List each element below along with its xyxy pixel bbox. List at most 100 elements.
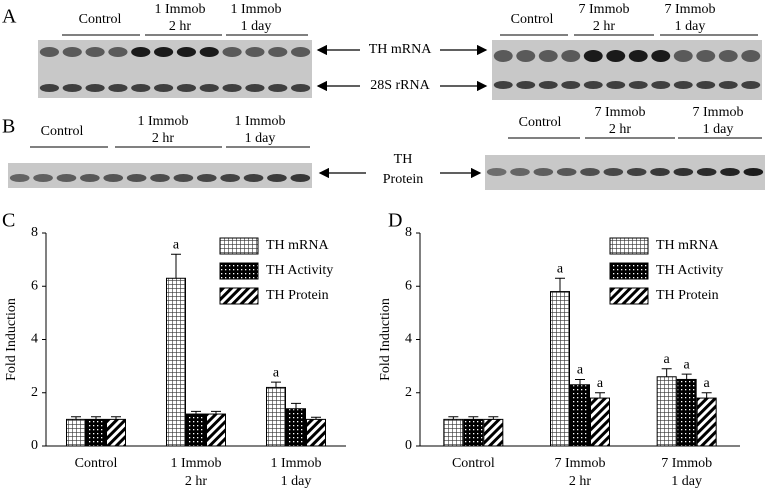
blot-band <box>9 174 30 182</box>
group-label: 2 hr <box>152 131 175 146</box>
blot-band <box>268 84 288 92</box>
y-tick-label: 8 <box>405 225 412 240</box>
blot <box>485 155 765 190</box>
error-bar <box>448 416 459 420</box>
group-label: 1 Immob <box>138 114 189 129</box>
bar <box>306 418 326 447</box>
group-label: Control <box>511 12 554 27</box>
x-tick-label: Control <box>75 456 118 471</box>
blot-band <box>606 50 626 62</box>
group-label: 1 day <box>245 131 276 146</box>
blot-band <box>176 47 197 57</box>
group-label: 1 day <box>675 19 706 34</box>
blot-band <box>62 47 82 57</box>
panel-letter: A <box>2 6 17 28</box>
error-bar <box>171 253 181 279</box>
x-tick-label: 7 Immob <box>555 456 606 471</box>
blot-band <box>628 81 648 89</box>
blot-band <box>220 174 240 182</box>
panel-letter: C <box>2 210 15 232</box>
bar <box>590 397 610 447</box>
group-label: 2 hr <box>609 122 632 137</box>
group-label: Control <box>79 12 122 27</box>
y-tick-label: 4 <box>405 332 412 347</box>
blot-band <box>33 174 53 182</box>
group-label: 7 Immob <box>579 2 630 17</box>
bar <box>463 418 484 447</box>
blot-band <box>486 168 507 176</box>
sig-label: a <box>664 352 671 367</box>
blot-band <box>580 168 600 176</box>
blot-band <box>516 50 536 62</box>
blot <box>492 40 762 100</box>
group-label: Control <box>41 124 84 139</box>
blot-band <box>222 84 242 92</box>
blot-band <box>673 81 693 89</box>
group-label: 1 Immob <box>235 114 286 129</box>
sig-label: a <box>704 376 711 391</box>
blot-band <box>650 168 670 176</box>
sig-label: a <box>557 261 564 276</box>
blot-band <box>108 47 128 57</box>
group-label: 7 Immob <box>665 2 716 17</box>
error-bar <box>191 410 201 415</box>
y-axis-label: Fold Induction <box>378 298 393 381</box>
legend-label: TH Activity <box>266 263 333 278</box>
arrow-label: 28S rRNA <box>370 78 430 93</box>
bar <box>676 378 697 447</box>
x-tick-label: 2 hr <box>569 474 592 489</box>
blot-band <box>673 50 693 62</box>
x-tick-label: 7 Immob <box>661 456 712 471</box>
blot-band <box>62 84 82 92</box>
blot-band <box>150 174 170 182</box>
blot-band <box>243 174 264 182</box>
blot-band <box>583 81 603 89</box>
group-label: 7 Immob <box>595 105 646 120</box>
blot-band <box>561 81 581 89</box>
legend-swatch <box>219 262 259 280</box>
legend-swatch <box>609 262 649 280</box>
bar <box>286 408 306 447</box>
error-bar <box>661 368 672 377</box>
error-bar <box>575 378 585 385</box>
error-bar <box>271 381 281 388</box>
bar <box>550 291 570 447</box>
group-label: 2 hr <box>169 19 192 34</box>
sig-label: a <box>684 357 691 372</box>
blot-band <box>720 168 740 176</box>
blot-band <box>583 50 603 62</box>
bar <box>206 413 226 447</box>
bar <box>443 418 464 447</box>
blot-band <box>718 81 738 89</box>
group-label: 2 hr <box>593 19 616 34</box>
arrows <box>316 44 488 179</box>
blot-band <box>56 174 77 182</box>
blot-band <box>493 50 513 62</box>
blot-band <box>176 84 197 92</box>
sig-label: a <box>577 363 584 378</box>
error-bar <box>291 402 301 409</box>
y-tick-label: 6 <box>31 278 38 293</box>
blot-band <box>153 47 174 57</box>
legend-swatch <box>609 237 649 255</box>
blot-band <box>628 50 648 62</box>
legend-label: TH mRNA <box>266 238 330 253</box>
legend-label: TH Protein <box>266 288 329 303</box>
blot-band <box>245 47 265 57</box>
blot-band <box>126 174 147 182</box>
error-bar <box>701 392 712 399</box>
blot-band <box>196 174 217 182</box>
blot-band <box>516 81 536 89</box>
bar <box>266 386 286 447</box>
blot-band <box>741 50 761 62</box>
blot-band <box>561 50 581 62</box>
legend-swatch <box>609 287 649 305</box>
error-bar <box>595 392 605 399</box>
group-label: 1 Immob <box>155 2 206 17</box>
blot-band <box>199 84 219 92</box>
y-axis-label: Fold Induction <box>4 298 19 381</box>
blot-band <box>85 47 105 57</box>
blot-band <box>131 47 151 57</box>
blot-band <box>718 50 738 62</box>
